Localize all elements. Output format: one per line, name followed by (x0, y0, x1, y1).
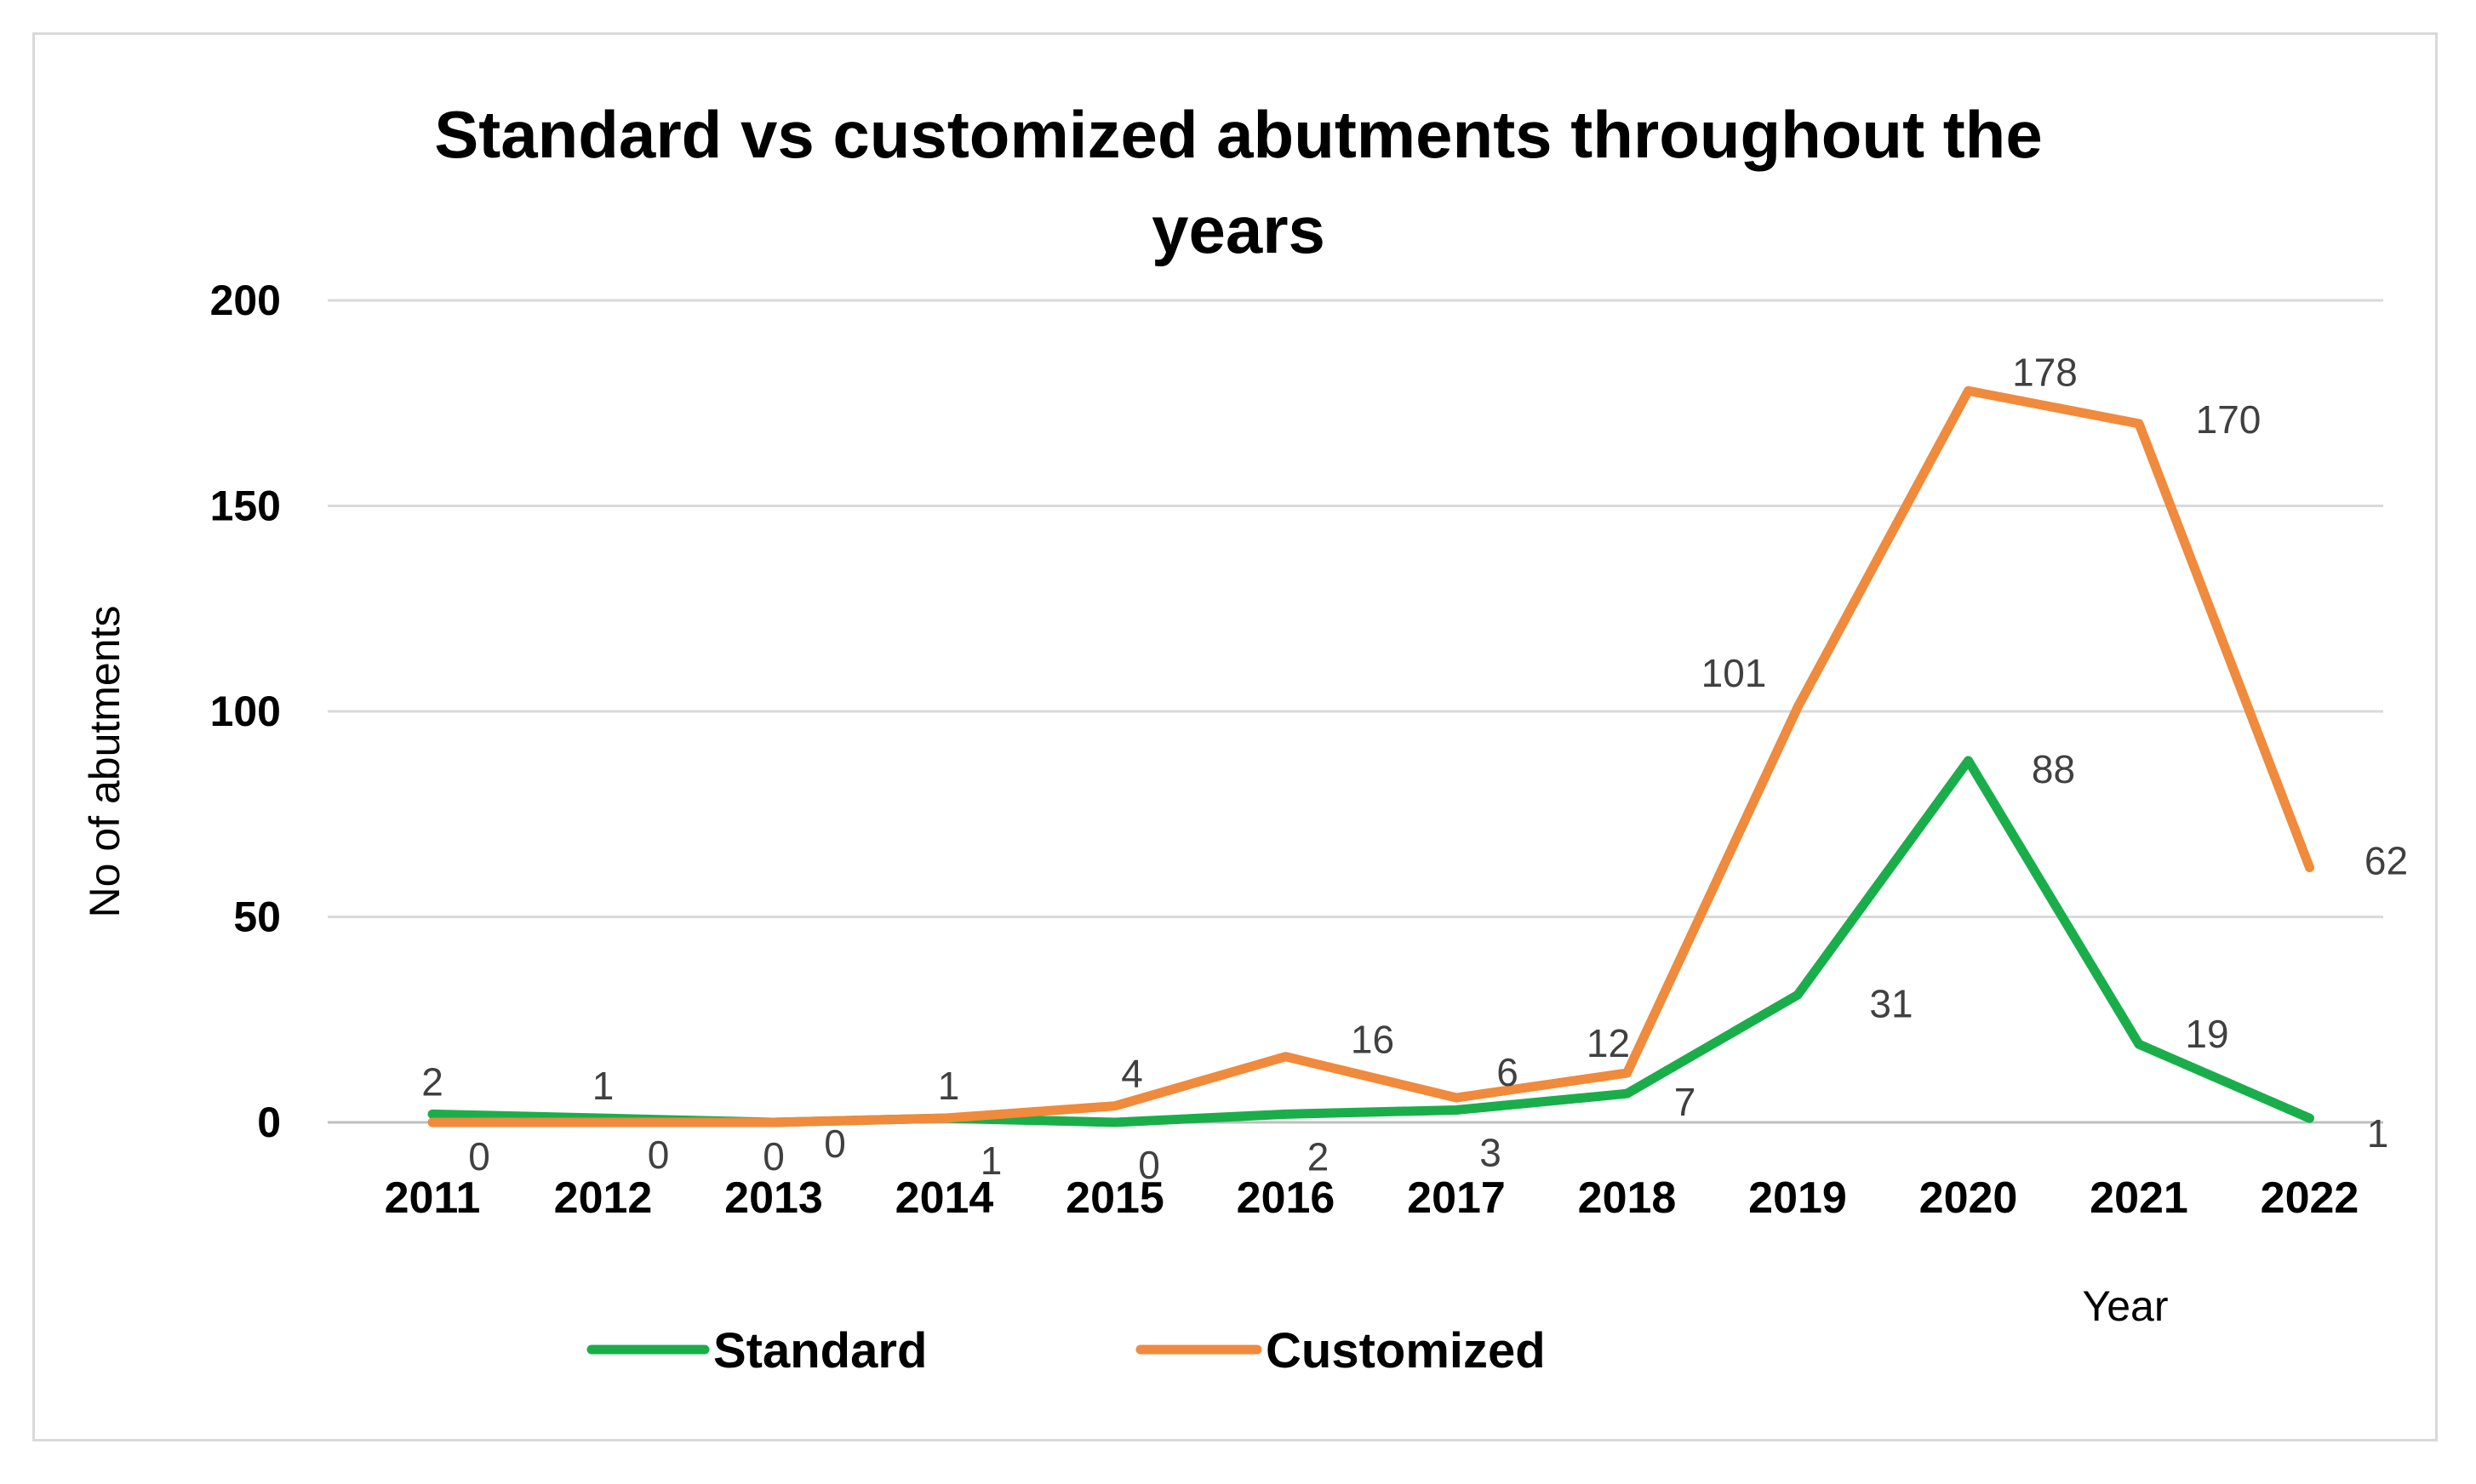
data-label-customized: 0 (648, 1133, 670, 1177)
gridlines (328, 299, 2383, 1124)
data-label-customized: 1 (938, 1064, 960, 1108)
data-label-customized: 0 (763, 1134, 785, 1179)
data-label-standard: 3 (1479, 1131, 1501, 1175)
data-label-customized: 12 (1587, 1021, 1630, 1065)
data-label-customized: 16 (1351, 1018, 1394, 1062)
y-tick-label: 100 (210, 688, 281, 735)
data-label-standard: 88 (2032, 747, 2075, 791)
y-axis-label: No of abutments (81, 606, 129, 918)
x-tick-label: 2011 (385, 1173, 481, 1223)
data-label-customized: 178 (2012, 350, 2078, 394)
chart-frame (32, 32, 2438, 1441)
x-tick-label: 2015 (1066, 1173, 1164, 1223)
data-label-customized: 6 (1496, 1050, 1518, 1094)
series-line-standard (427, 756, 2314, 1127)
legend: Standard Customized (586, 1323, 1546, 1378)
data-label-customized: 4 (1121, 1052, 1143, 1096)
x-tick-label: 2012 (554, 1173, 653, 1223)
series-lines (427, 385, 2314, 1127)
x-tick-label: 2020 (1919, 1173, 2018, 1223)
data-label-customized: 0 (468, 1134, 490, 1179)
legend-label-customized: Customized (1266, 1323, 1546, 1378)
chart-title-line-2: years (1152, 192, 1325, 267)
x-tick-label: 2013 (724, 1173, 823, 1223)
y-axis-ticks: 0 50 100 150 200 (210, 277, 281, 1146)
chart-title: Standard vs customized abutments through… (434, 97, 2042, 267)
data-label-customized: 101 (1701, 651, 1767, 695)
y-tick-label: 150 (210, 482, 281, 530)
x-tick-label: 2019 (1748, 1173, 1847, 1223)
data-label-standard: 31 (1869, 981, 1913, 1025)
data-label-standard: 1 (981, 1139, 1003, 1183)
data-label-standard: 19 (2185, 1012, 2228, 1056)
data-label-standard: 1 (592, 1064, 615, 1108)
legend-label-standard: Standard (713, 1323, 927, 1378)
x-axis-label: Year (2082, 1282, 2168, 1330)
x-tick-label: 2017 (1407, 1173, 1506, 1223)
legend-item-customized: Customized (1135, 1323, 1546, 1378)
x-tick-label: 2016 (1237, 1173, 1335, 1223)
data-label-standard: 2 (421, 1059, 443, 1104)
y-tick-label: 200 (210, 277, 281, 324)
series-line-customized (427, 385, 2314, 1127)
data-label-standard: 0 (1138, 1143, 1160, 1187)
data-label-standard: 1 (2367, 1111, 2389, 1156)
data-label-standard: 0 (824, 1122, 846, 1166)
x-tick-label: 2022 (2261, 1173, 2359, 1223)
data-label-customized: 62 (2364, 839, 2408, 883)
x-axis-ticks: 2011 2012 2013 2014 2015 2016 2017 2018 2019 2020… (385, 1173, 2359, 1223)
chart-title-line-1: Standard vs customized abutments through… (434, 97, 2042, 172)
x-tick-label: 2021 (2090, 1173, 2188, 1223)
data-label-standard: 7 (1674, 1080, 1696, 1124)
legend-item-standard: Standard (586, 1323, 927, 1378)
y-tick-label: 50 (233, 893, 281, 941)
x-tick-label: 2014 (895, 1173, 994, 1223)
data-label-standard: 2 (1307, 1134, 1329, 1179)
data-label-customized: 170 (2196, 397, 2262, 442)
x-tick-label: 2018 (1578, 1173, 1677, 1223)
y-tick-label: 0 (257, 1099, 281, 1146)
